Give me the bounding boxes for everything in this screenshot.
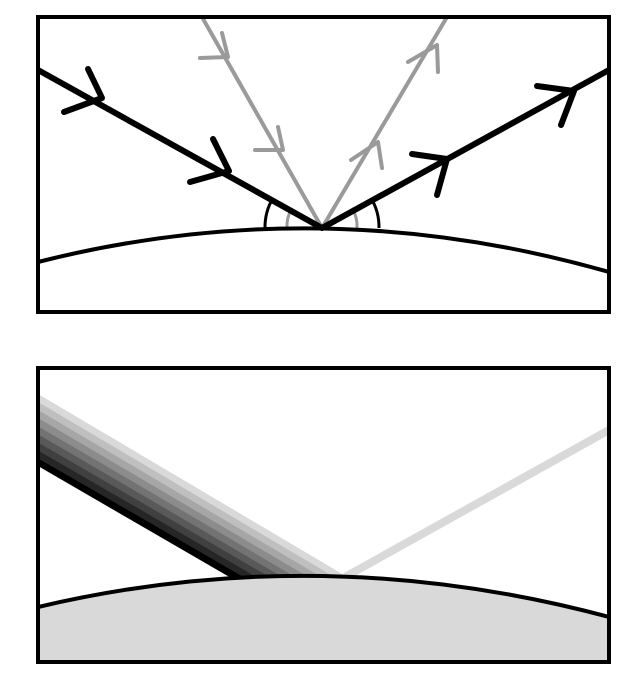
incident-beam <box>38 394 351 586</box>
beam-band-7 <box>38 410 325 586</box>
secondary-incident-ray <box>200 17 324 230</box>
top-frame <box>36 15 611 314</box>
curved-surface-bottom <box>38 573 609 662</box>
primary-rays <box>38 66 609 231</box>
beam-band-5 <box>38 426 299 586</box>
beam-band-9 <box>38 394 351 586</box>
incident-ray <box>38 67 325 231</box>
beam-band-8 <box>38 402 338 586</box>
secondary-arrow-2 <box>253 125 285 152</box>
beam-band-6 <box>38 418 312 586</box>
reflected-arrow-1 <box>409 151 450 198</box>
beam-band-4 <box>38 434 286 586</box>
bottom-frame <box>36 366 611 664</box>
curved-surface-top <box>38 226 609 274</box>
bottom-panel <box>36 366 611 664</box>
secondary-arrow-4 <box>406 43 440 74</box>
beam-band-1 <box>38 458 247 586</box>
reflected-beam <box>343 426 609 581</box>
incident-arrow-1 <box>61 66 105 115</box>
secondary-arrow-1 <box>198 31 230 60</box>
incident-arrow-2 <box>187 136 232 185</box>
beam-band-3 <box>38 442 273 586</box>
secondary-arrow-3 <box>349 140 384 170</box>
top-panel <box>36 15 611 314</box>
reflected-ray <box>319 67 609 231</box>
reflected-arrow-2 <box>534 83 577 128</box>
beam-band-2 <box>38 450 260 586</box>
secondary-rays <box>198 17 449 230</box>
